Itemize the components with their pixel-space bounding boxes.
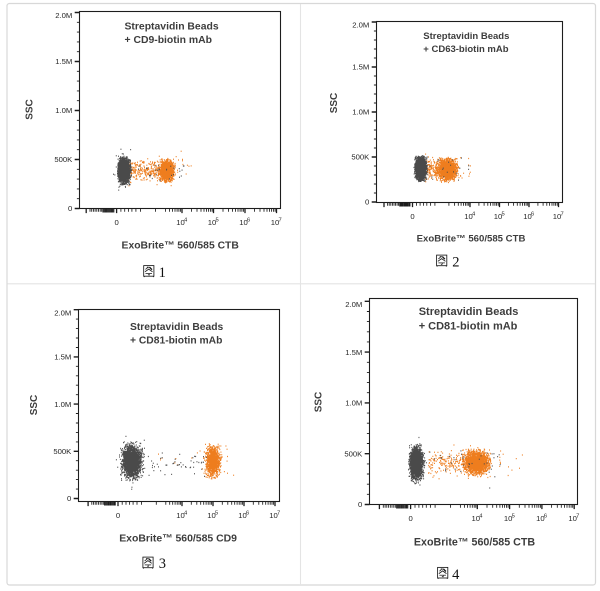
- svg-text:7: 7: [576, 513, 579, 519]
- svg-text:+ CD81-biotin mAb: + CD81-biotin mAb: [419, 320, 518, 332]
- svg-text:10: 10: [176, 218, 185, 227]
- svg-text:1.5M: 1.5M: [54, 353, 71, 362]
- svg-text:0: 0: [116, 511, 120, 520]
- svg-text:1.0M: 1.0M: [55, 106, 72, 115]
- svg-text:ExoBrite™ 560/585 CTB: ExoBrite™ 560/585 CTB: [122, 241, 239, 252]
- svg-text:0: 0: [365, 198, 369, 207]
- svg-text:7: 7: [278, 217, 281, 223]
- svg-text:500K: 500K: [351, 153, 370, 162]
- svg-text:0: 0: [67, 494, 71, 503]
- svg-text:10: 10: [176, 511, 185, 520]
- svg-text:10: 10: [523, 212, 532, 221]
- svg-text:10: 10: [239, 218, 248, 227]
- svg-text:10: 10: [504, 514, 513, 523]
- svg-text:10: 10: [269, 511, 278, 520]
- svg-text:SSC: SSC: [314, 392, 325, 413]
- svg-text:6: 6: [531, 211, 534, 217]
- svg-text:4: 4: [184, 510, 188, 516]
- svg-text:10: 10: [494, 212, 503, 221]
- svg-text:0: 0: [114, 218, 118, 227]
- svg-text:1.5M: 1.5M: [55, 57, 72, 66]
- svg-text:ExoBrite™ 560/585 CTB: ExoBrite™ 560/585 CTB: [417, 233, 526, 244]
- svg-text:1.5M: 1.5M: [352, 63, 369, 72]
- svg-text:2.0M: 2.0M: [55, 11, 72, 20]
- svg-text:5: 5: [512, 513, 515, 519]
- svg-text:7: 7: [560, 211, 563, 217]
- svg-text:4: 4: [184, 217, 188, 223]
- svg-text:4: 4: [472, 211, 476, 217]
- svg-text:1.0M: 1.0M: [54, 400, 71, 409]
- svg-text:10: 10: [464, 212, 473, 221]
- svg-text:10: 10: [238, 511, 247, 520]
- svg-text:+ CD81-biotin mAb: + CD81-biotin mAb: [130, 336, 222, 347]
- svg-text:+ CD9-biotin mAb: + CD9-biotin mAb: [125, 35, 212, 46]
- svg-text:1: 1: [159, 265, 166, 281]
- svg-text:0: 0: [408, 514, 412, 523]
- svg-text:3: 3: [159, 556, 166, 572]
- svg-text:0: 0: [410, 212, 414, 221]
- svg-text:SSC: SSC: [329, 93, 340, 114]
- svg-text:10: 10: [207, 511, 216, 520]
- svg-text:Streptavidin Beads: Streptavidin Beads: [419, 306, 519, 318]
- svg-text:1.5M: 1.5M: [345, 348, 362, 357]
- svg-text:5: 5: [501, 211, 504, 217]
- svg-text:SSC: SSC: [25, 99, 36, 120]
- svg-text:1.0M: 1.0M: [345, 399, 362, 408]
- svg-text:SSC: SSC: [29, 395, 40, 416]
- svg-text:6: 6: [544, 513, 547, 519]
- svg-text:5: 5: [215, 510, 218, 516]
- svg-text:Streptavidin Beads: Streptavidin Beads: [125, 22, 219, 33]
- svg-text:500K: 500K: [53, 447, 72, 456]
- svg-text:5: 5: [215, 217, 218, 223]
- svg-text:500K: 500K: [54, 155, 73, 164]
- svg-text:7: 7: [277, 510, 280, 516]
- svg-text:10: 10: [472, 514, 481, 523]
- svg-text:0: 0: [358, 500, 362, 509]
- svg-text:Streptavidin Beads: Streptavidin Beads: [423, 31, 509, 42]
- svg-text:10: 10: [208, 218, 217, 227]
- svg-text:10: 10: [271, 218, 280, 227]
- svg-text:6: 6: [247, 217, 250, 223]
- svg-text:2.0M: 2.0M: [352, 21, 369, 30]
- svg-text:ExoBrite™ 560/585 CTB: ExoBrite™ 560/585 CTB: [414, 537, 535, 549]
- svg-text:10: 10: [536, 514, 545, 523]
- svg-text:Streptavidin Beads: Streptavidin Beads: [130, 322, 224, 333]
- svg-text:1.0M: 1.0M: [352, 108, 369, 117]
- svg-text:4: 4: [452, 567, 460, 583]
- svg-text:2.0M: 2.0M: [54, 308, 71, 317]
- svg-text:500K: 500K: [344, 449, 363, 458]
- svg-text:ExoBrite™ 560/585 CD9: ExoBrite™ 560/585 CD9: [119, 533, 237, 544]
- svg-text:2.0M: 2.0M: [345, 300, 362, 309]
- svg-text:0: 0: [68, 204, 72, 213]
- svg-text:4: 4: [479, 513, 483, 519]
- svg-text:2: 2: [452, 254, 459, 270]
- svg-text:+ CD63-biotin mAb: + CD63-biotin mAb: [423, 44, 508, 55]
- svg-text:6: 6: [246, 510, 249, 516]
- svg-text:10: 10: [568, 514, 577, 523]
- svg-text:10: 10: [553, 212, 562, 221]
